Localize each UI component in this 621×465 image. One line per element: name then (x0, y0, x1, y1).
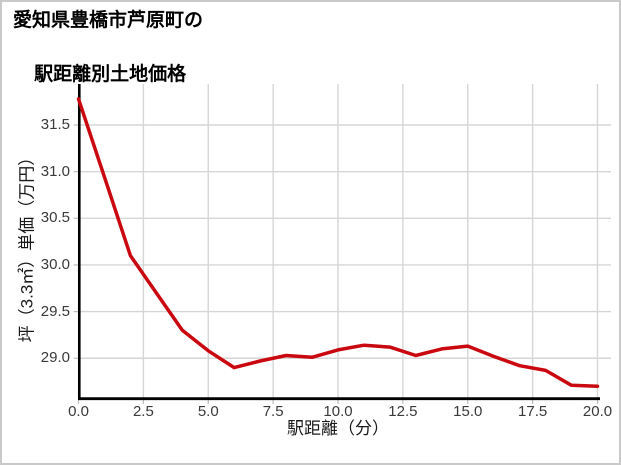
y-tick-label: 29.5 (40, 302, 70, 320)
y-tick-label: 31.5 (40, 116, 70, 133)
price-line-series (76, 97, 600, 388)
chart-title: 愛知県豊橋市芦原町の 駅距離別土地価格 (13, 7, 203, 88)
x-tick-label: 0.0 (68, 403, 89, 420)
y-tick-label: 30.5 (40, 209, 70, 227)
y-tick-label: 31.0 (40, 162, 70, 180)
x-tick-label: 2.5 (132, 403, 154, 420)
x-tick-label: 15.0 (453, 403, 483, 420)
x-tick-label: 17.5 (518, 403, 548, 420)
x-tick-label: 5.0 (197, 403, 219, 420)
chart-title-line1: 愛知県豊橋市芦原町の (13, 10, 204, 31)
x-tick-label: 20.0 (582, 403, 613, 420)
x-tick-label: 7.5 (262, 403, 284, 420)
chart-title-line2: 駅距離別土地価格 (34, 64, 187, 85)
x-tick-label: 12.5 (388, 403, 418, 420)
y-tick-label: 30.0 (40, 255, 70, 273)
x-tick-label: 10.0 (323, 403, 353, 420)
x-axis-title: 駅距離（分） (287, 419, 389, 438)
y-tick-label: 29.0 (40, 349, 70, 367)
y-axis-title: 坪（3.3㎡）単価（万円） (17, 148, 37, 343)
